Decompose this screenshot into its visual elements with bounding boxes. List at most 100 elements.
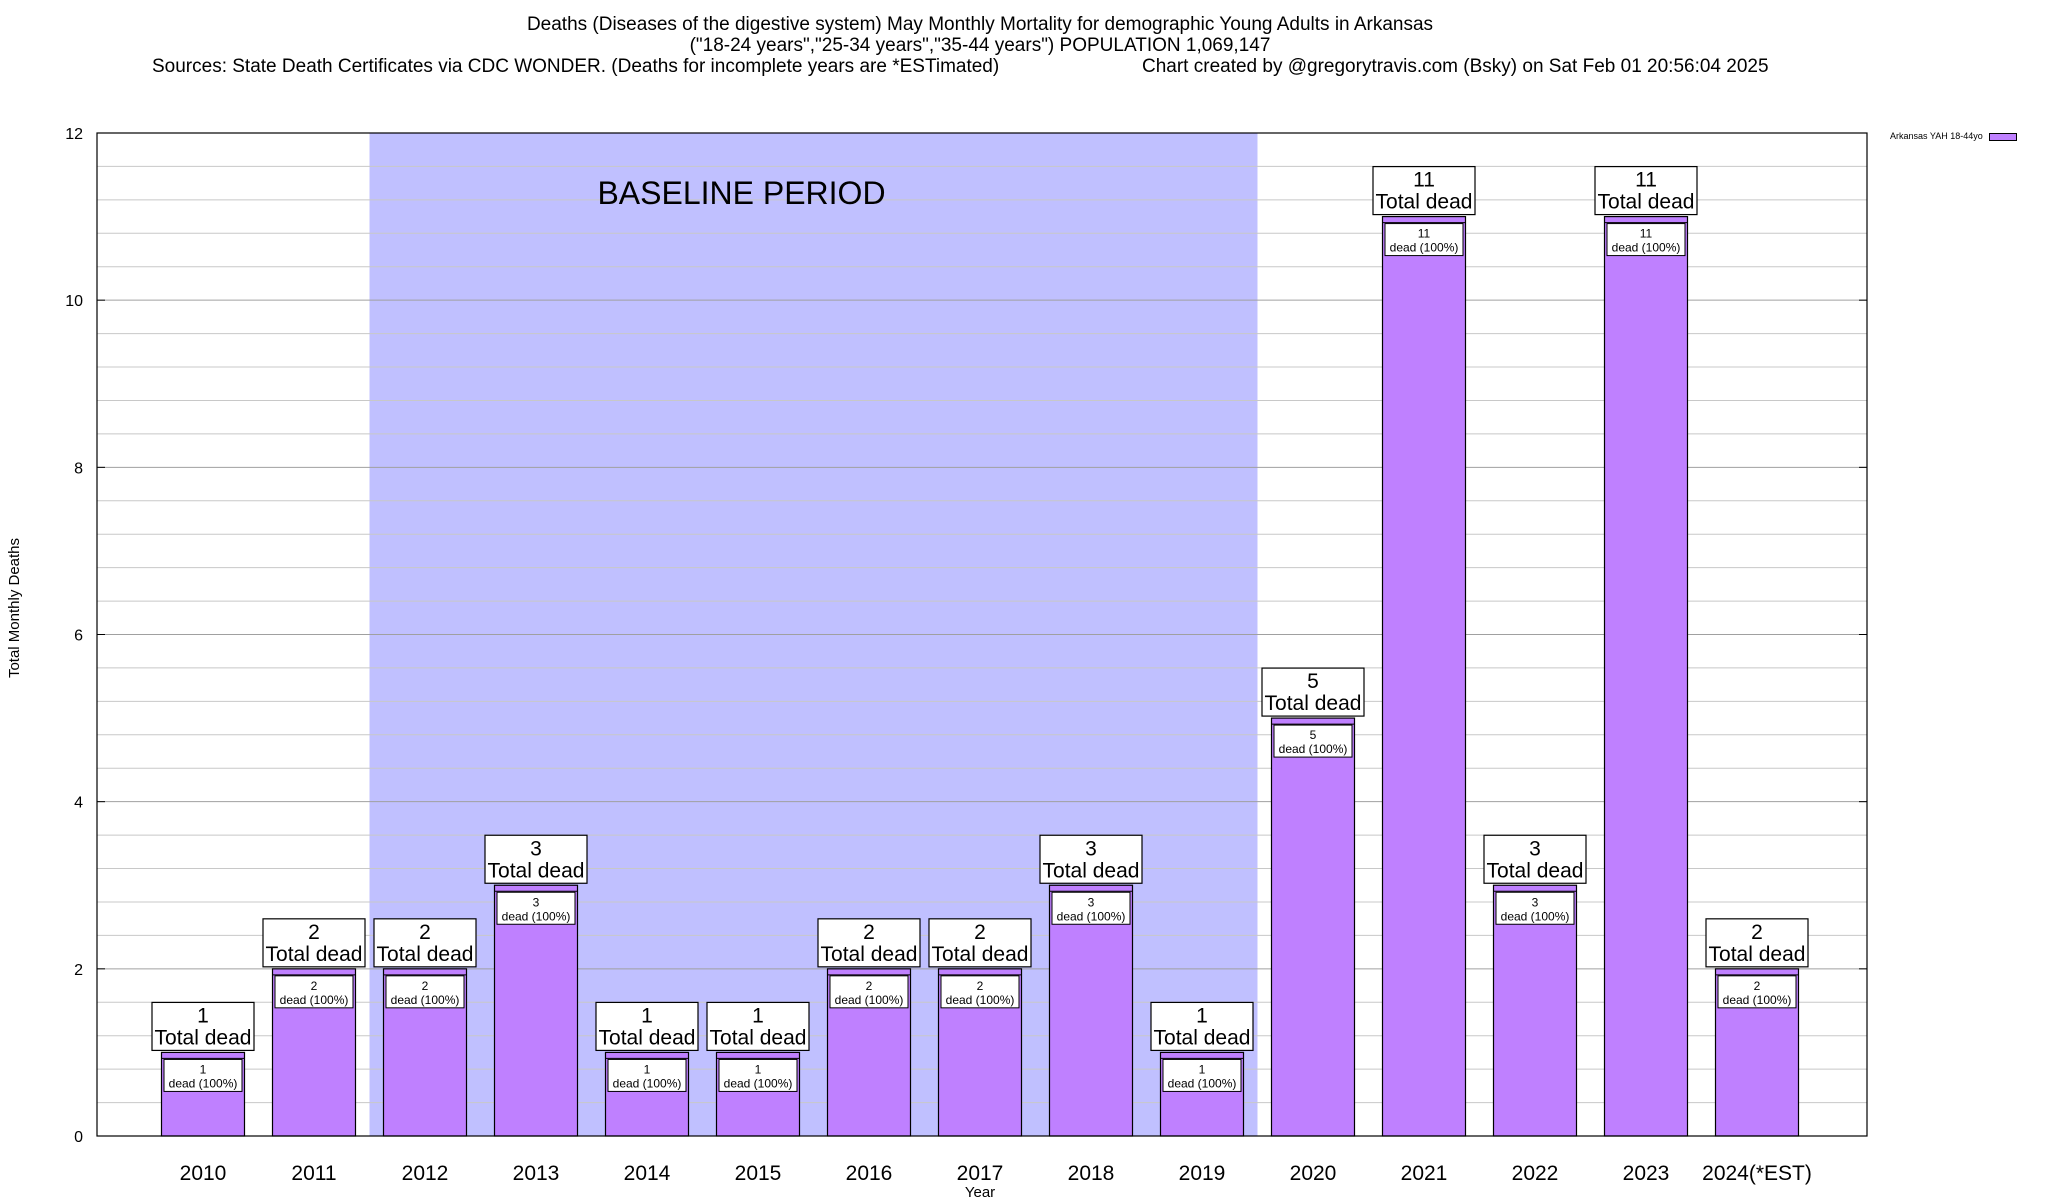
total-label-text: Total dead [821, 943, 918, 966]
total-label-box [373, 918, 477, 968]
inner-label-text: dead (100%) [1390, 241, 1459, 255]
total-label-text: Total dead [1154, 1026, 1251, 1049]
inner-label-value: 2 [311, 979, 318, 993]
inner-label-value: 1 [644, 1062, 651, 1076]
total-label-text: Total dead [488, 859, 585, 882]
total-label-box [1150, 1001, 1254, 1052]
y-tick-label: 2 [74, 962, 83, 979]
legend: Arkansas YAH 18-44yo [1890, 131, 2017, 141]
x-tick-label: 2012 [402, 1162, 449, 1185]
y-axis-label: Total Monthly Deaths [6, 537, 23, 679]
total-label-value: 2 [863, 921, 875, 944]
x-tick-label: 2021 [1401, 1162, 1448, 1185]
total-label-text: Total dead [1043, 859, 1140, 882]
total-label-box [1261, 667, 1365, 717]
inner-label-box [163, 1058, 243, 1092]
legend-swatch [1988, 132, 2017, 141]
total-label-box [817, 918, 921, 968]
inner-label-value: 11 [1418, 227, 1431, 241]
inner-label-value: 1 [755, 1062, 762, 1076]
inner-label-text: dead (100%) [1723, 993, 1792, 1007]
chart-credit: Chart created by @gregorytravis.com (Bsk… [1142, 56, 1769, 77]
total-label-value: 2 [308, 921, 320, 944]
bar [493, 884, 579, 1137]
total-label-text: Total dead [1487, 859, 1584, 882]
inner-label-text: dead (100%) [1501, 909, 1570, 923]
total-label-value: 3 [530, 837, 542, 860]
bar [1492, 884, 1578, 1137]
total-label-value: 1 [1196, 1004, 1208, 1027]
inner-label-box [1495, 891, 1575, 925]
total-label-box [484, 834, 588, 884]
inner-label-box [1717, 975, 1797, 1009]
bar [1603, 215, 1689, 1137]
bar [1381, 215, 1467, 1137]
x-tick-label: 2022 [1512, 1162, 1559, 1185]
total-label-value: 2 [1751, 921, 1763, 944]
x-tick-label: 2010 [180, 1162, 227, 1185]
bar [1048, 884, 1134, 1137]
inner-label-value: 3 [1088, 895, 1095, 909]
total-label-text: Total dead [1598, 191, 1695, 214]
total-label-box [262, 918, 366, 968]
x-tick-label: 2020 [1290, 1162, 1337, 1185]
total-label-box [1039, 834, 1143, 884]
inner-label-text: dead (100%) [1168, 1076, 1237, 1090]
total-label-value: 2 [419, 921, 431, 944]
inner-label-box [829, 975, 909, 1009]
inner-label-value: 2 [866, 979, 873, 993]
total-label-text: Total dead [1376, 191, 1473, 214]
inner-label-value: 2 [1754, 979, 1761, 993]
inner-label-text: dead (100%) [1057, 909, 1126, 923]
total-label-text: Total dead [155, 1026, 252, 1049]
inner-label-box [940, 975, 1020, 1009]
x-tick-label: 2013 [513, 1162, 560, 1185]
total-label-text: Total dead [377, 943, 474, 966]
inner-label-text: dead (100%) [391, 993, 460, 1007]
total-label-text: Total dead [710, 1026, 807, 1049]
total-label-box [706, 1001, 810, 1052]
inner-label-box [607, 1058, 687, 1092]
inner-label-box [496, 891, 576, 925]
total-label-value: 11 [1635, 169, 1657, 192]
bar [1270, 717, 1356, 1137]
x-tick-label: 2024(*EST) [1702, 1162, 1812, 1185]
x-tick-label: 2015 [735, 1162, 782, 1185]
total-label-text: Total dead [599, 1026, 696, 1049]
x-tick-label: 2014 [624, 1162, 671, 1185]
x-tick-label: 2018 [1068, 1162, 1115, 1185]
y-tick-label: 6 [74, 628, 83, 645]
inner-label-box [385, 975, 465, 1009]
y-tick-label: 4 [74, 795, 83, 812]
inner-label-box [1051, 891, 1131, 925]
inner-label-value: 1 [200, 1062, 207, 1076]
total-label-value: 2 [974, 921, 986, 944]
inner-label-value: 11 [1640, 227, 1653, 241]
total-label-value: 1 [197, 1004, 209, 1027]
inner-label-text: dead (100%) [502, 909, 571, 923]
x-tick-label: 2019 [1179, 1162, 1226, 1185]
y-tick-label: 12 [65, 126, 83, 143]
chart-title: Deaths (Diseases of the digestive system… [526, 14, 1434, 35]
inner-label-box [1384, 223, 1464, 257]
x-tick-label: 2016 [846, 1162, 893, 1185]
total-label-box [1705, 918, 1809, 968]
total-label-value: 5 [1307, 670, 1319, 693]
total-label-value: 1 [752, 1004, 764, 1027]
y-tick-label: 8 [74, 460, 83, 477]
total-label-box [595, 1001, 699, 1052]
total-label-value: 3 [1085, 837, 1097, 860]
total-label-text: Total dead [266, 943, 363, 966]
inner-label-value: 2 [977, 979, 984, 993]
total-label-text: Total dead [1709, 943, 1806, 966]
inner-label-text: dead (100%) [1612, 241, 1681, 255]
total-label-box [1483, 834, 1587, 884]
inner-label-box [274, 975, 354, 1009]
x-axis-label: Year [964, 1184, 996, 1201]
total-label-value: 3 [1529, 837, 1541, 860]
inner-label-text: dead (100%) [613, 1076, 682, 1090]
x-tick-label: 2017 [957, 1162, 1004, 1185]
inner-label-text: dead (100%) [1279, 742, 1348, 756]
total-label-box [928, 918, 1032, 968]
y-tick-label: 10 [65, 293, 83, 310]
